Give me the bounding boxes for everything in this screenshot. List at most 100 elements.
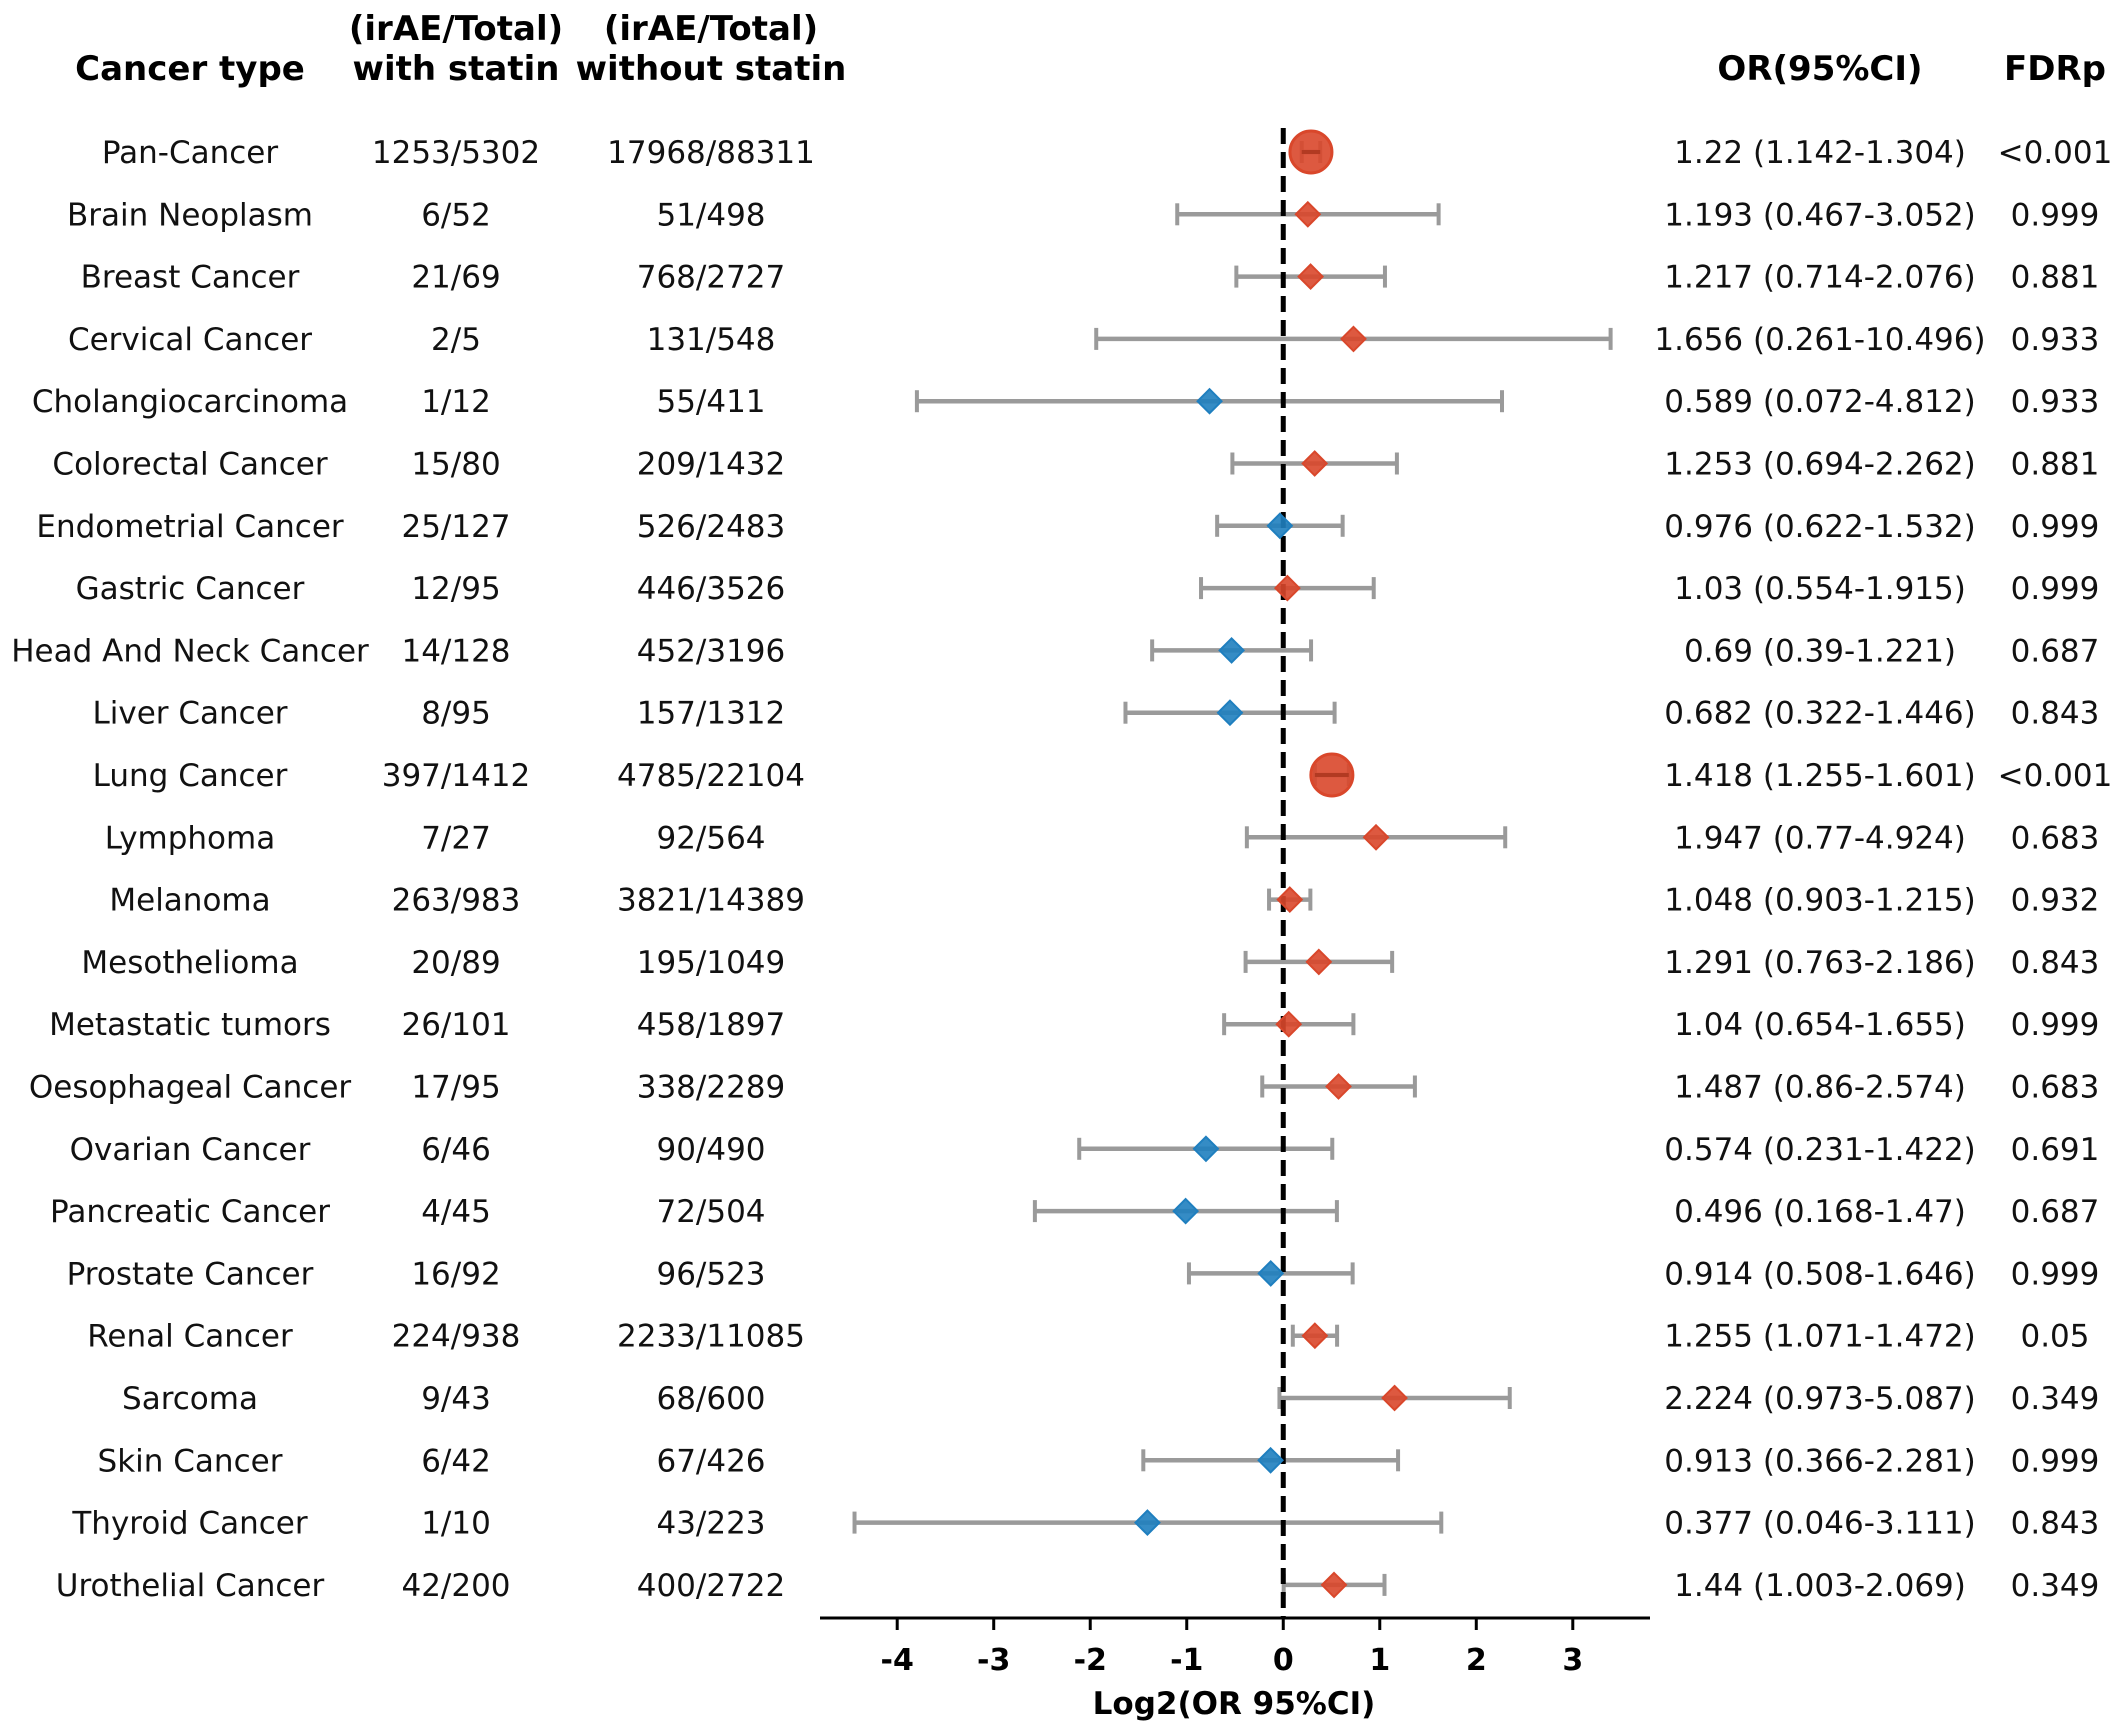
- x-tick-label: -4: [881, 1643, 914, 1678]
- row-cancer-type: Liver Cancer: [92, 696, 287, 732]
- point-estimate-diamond: [1257, 1259, 1285, 1287]
- row-without-statin: 3821/14389: [617, 883, 805, 919]
- row-without-statin: 195/1049: [637, 945, 786, 981]
- rows-layer: Pan-Cancer 1253/5302 17968/88311 1.22 (1.14…: [11, 135, 2112, 1604]
- header-with-statin-line2: with statin: [353, 49, 560, 89]
- point-estimate-diamond: [1301, 1322, 1329, 1350]
- row-fdrp: 0.999: [2011, 197, 2100, 233]
- row-without-statin: 452/3196: [637, 633, 786, 669]
- row-fdrp: 0.843: [2011, 1506, 2100, 1542]
- row-fdrp: 0.843: [2011, 945, 2100, 981]
- row-without-statin: 43/223: [656, 1506, 765, 1542]
- row-without-statin: 768/2727: [637, 260, 786, 296]
- row-cancer-type: Pancreatic Cancer: [50, 1194, 330, 1230]
- row-cancer-type: Metastatic tumors: [49, 1007, 331, 1043]
- row-fdrp: <0.001: [1998, 758, 2113, 794]
- row-with-statin: 1/12: [421, 384, 491, 420]
- row-or-ci: 0.976 (0.622-1.532): [1664, 509, 1975, 545]
- row-with-statin: 263/983: [392, 883, 521, 919]
- row-or-ci: 1.048 (0.903-1.215): [1664, 883, 1975, 919]
- row-with-statin: 9/43: [421, 1381, 491, 1417]
- row-with-statin: 42/200: [401, 1568, 510, 1604]
- row-cancer-type: Gastric Cancer: [76, 571, 305, 607]
- row-or-ci: 0.574 (0.231-1.422): [1664, 1132, 1975, 1168]
- row-cancer-type: Brain Neoplasm: [67, 197, 313, 233]
- row-fdrp: 0.932: [2011, 883, 2100, 919]
- row-with-statin: 6/42: [421, 1443, 491, 1479]
- row-cancer-type: Melanoma: [109, 883, 270, 919]
- row-cancer-type: Breast Cancer: [81, 260, 300, 296]
- row-or-ci: 1.255 (1.071-1.472): [1664, 1319, 1975, 1355]
- row-fdrp: 0.349: [2011, 1568, 2100, 1604]
- row-fdrp: 0.687: [2011, 633, 2100, 669]
- row-fdrp: 0.999: [2011, 1007, 2100, 1043]
- point-estimate-diamond: [1218, 636, 1246, 664]
- row-or-ci: 1.193 (0.467-3.052): [1664, 197, 1975, 233]
- row-without-statin: 4785/22104: [617, 758, 805, 794]
- row-with-statin: 6/46: [421, 1132, 491, 1168]
- row-with-statin: 14/128: [401, 633, 510, 669]
- row-fdrp: 0.999: [2011, 1256, 2100, 1292]
- row-without-statin: 446/3526: [637, 571, 786, 607]
- row-or-ci: 0.589 (0.072-4.812): [1664, 384, 1975, 420]
- x-axis-label: Log2(OR 95%CI): [1093, 1686, 1376, 1722]
- row-or-ci: 1.656 (0.261-10.496): [1654, 322, 1985, 358]
- row-cancer-type: Ovarian Cancer: [70, 1132, 311, 1168]
- row-cancer-type: Thyroid Cancer: [71, 1506, 308, 1542]
- row-cancer-type: Lung Cancer: [93, 758, 288, 794]
- x-tick-label: 1: [1369, 1643, 1390, 1678]
- row-or-ci: 1.947 (0.77-4.924): [1674, 820, 1966, 856]
- row-with-statin: 21/69: [411, 260, 500, 296]
- row-with-statin: 26/101: [401, 1007, 510, 1043]
- row-without-statin: 209/1432: [637, 447, 786, 483]
- row-or-ci: 1.487 (0.86-2.574): [1674, 1070, 1966, 1106]
- row-with-statin: 1/10: [421, 1506, 491, 1542]
- row-with-statin: 1253/5302: [372, 135, 540, 171]
- point-estimate-diamond: [1325, 1073, 1352, 1100]
- point-estimate-diamond: [1275, 1010, 1303, 1038]
- point-estimate-diamond: [1320, 1571, 1348, 1599]
- row-without-statin: 338/2289: [637, 1070, 786, 1106]
- row-with-statin: 397/1412: [382, 758, 531, 794]
- row-with-statin: 2/5: [431, 322, 481, 358]
- point-estimate-diamond: [1294, 200, 1322, 228]
- row-or-ci: 1.253 (0.694-2.262): [1664, 447, 1975, 483]
- row-fdrp: 0.843: [2011, 696, 2100, 732]
- point-estimate-diamond: [1276, 886, 1304, 914]
- row-with-statin: 20/89: [411, 945, 500, 981]
- row-or-ci: 0.682 (0.322-1.446): [1664, 696, 1975, 732]
- x-tick-label: -1: [1170, 1643, 1203, 1678]
- row-without-statin: 17968/88311: [607, 135, 815, 171]
- row-cancer-type: Skin Cancer: [98, 1443, 283, 1479]
- point-estimate-diamond: [1340, 325, 1367, 353]
- row-with-statin: 4/45: [421, 1194, 491, 1230]
- point-estimate-diamond: [1196, 387, 1223, 415]
- row-or-ci: 1.418 (1.255-1.601): [1664, 758, 1975, 794]
- row-without-statin: 51/498: [656, 197, 765, 233]
- row-or-ci: 1.44 (1.003-2.069): [1674, 1568, 1966, 1604]
- row-fdrp: 0.881: [2011, 260, 2100, 296]
- row-without-statin: 55/411: [656, 384, 765, 420]
- x-tick-label: 0: [1273, 1643, 1294, 1678]
- row-without-statin: 72/504: [656, 1194, 765, 1230]
- row-or-ci: 0.69 (0.39-1.221): [1684, 633, 1956, 669]
- row-without-statin: 157/1312: [637, 696, 786, 732]
- row-with-statin: 7/27: [421, 820, 491, 856]
- header-cancer-type: Cancer type: [75, 49, 305, 89]
- row-with-statin: 17/95: [411, 1070, 500, 1106]
- row-fdrp: <0.001: [1998, 135, 2113, 171]
- row-fdrp: 0.683: [2011, 1070, 2100, 1106]
- row-fdrp: 0.999: [2011, 1443, 2100, 1479]
- row-without-statin: 526/2483: [637, 509, 786, 545]
- row-cancer-type: Head And Neck Cancer: [11, 633, 369, 669]
- point-estimate-diamond: [1192, 1135, 1220, 1163]
- row-fdrp: 0.881: [2011, 447, 2100, 483]
- row-fdrp: 0.999: [2011, 509, 2100, 545]
- row-without-statin: 92/564: [656, 820, 765, 856]
- row-or-ci: 1.291 (0.763-2.186): [1664, 945, 1975, 981]
- row-without-statin: 67/426: [656, 1443, 765, 1479]
- row-or-ci: 1.217 (0.714-2.076): [1664, 260, 1975, 296]
- row-without-statin: 90/490: [656, 1132, 765, 1168]
- row-or-ci: 1.04 (0.654-1.655): [1674, 1007, 1966, 1043]
- row-without-statin: 400/2722: [637, 1568, 786, 1604]
